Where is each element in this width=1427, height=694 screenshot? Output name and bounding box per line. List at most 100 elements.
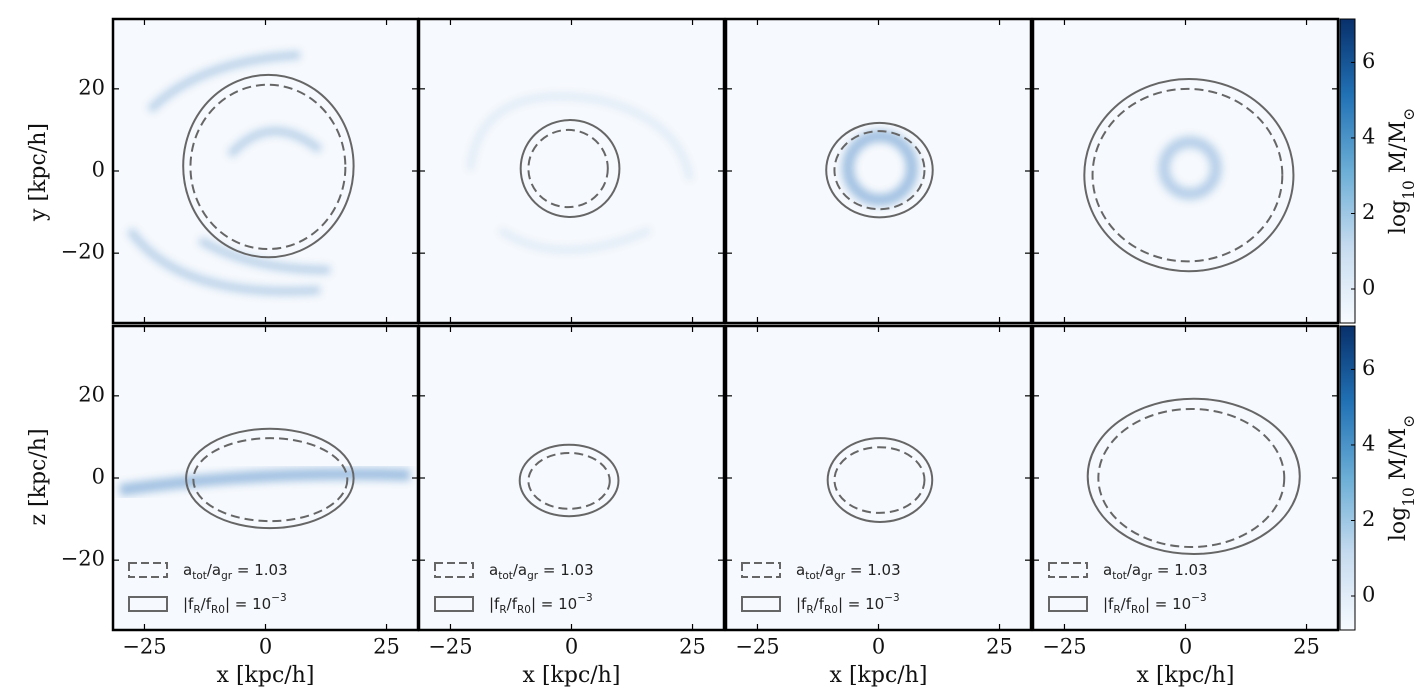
text-part: /f [1121, 595, 1132, 613]
text-part: a [489, 561, 498, 579]
legend-label: atot/agr = 1.03 [183, 561, 288, 583]
text-part: −3 [1191, 592, 1206, 604]
x-tick-label: 25 [679, 635, 706, 659]
text-part: a [1103, 561, 1112, 579]
text-part: | = 10 [838, 595, 884, 613]
text-part: | = 10 [1145, 595, 1191, 613]
legend-swatch [434, 596, 474, 612]
text-part: /a [1127, 561, 1141, 579]
text-part: |f [1103, 595, 1114, 613]
solid-ellipse [826, 437, 934, 523]
text-part: a [796, 561, 805, 579]
text-part: R0 [1131, 604, 1145, 616]
dashed-ellipse [189, 83, 347, 251]
text-part: /a [207, 561, 221, 579]
panel-frame [1031, 17, 1340, 325]
legend-swatch [434, 562, 474, 578]
legend-label: atot/agr = 1.03 [796, 561, 901, 583]
x-tick-label: 25 [1293, 635, 1320, 659]
colorbar [1339, 18, 1356, 324]
text-part: log [1386, 507, 1411, 541]
legend-label: |fR/fR0| = 10−3 [489, 592, 593, 616]
legend-swatch [741, 562, 781, 578]
x-axis-label: x [kpc/h] [1137, 663, 1235, 688]
y-tick-label: 20 [78, 382, 105, 406]
text-part: −3 [271, 592, 286, 604]
panel-frame [417, 324, 726, 632]
x-tick-label: −25 [1042, 635, 1086, 659]
text-part: |f [489, 595, 500, 613]
legend-label: atot/agr = 1.03 [489, 561, 594, 583]
dashed-ellipse [527, 128, 609, 209]
text-part: R0 [211, 604, 225, 616]
dashed-ellipse [527, 451, 611, 510]
text-part: gr [527, 570, 539, 582]
y-tick-label: 20 [78, 75, 105, 99]
text-part: M/M [1386, 121, 1411, 180]
text-part: gr [834, 570, 846, 582]
text-part: | = 10 [225, 595, 271, 613]
text-part: −3 [577, 592, 592, 604]
text-part: R0 [517, 604, 531, 616]
y-axis-label: z [kpc/h] [26, 428, 51, 525]
panel-frame [417, 17, 726, 325]
legend-swatch [128, 562, 168, 578]
text-part: = 1.03 [538, 561, 594, 579]
y-tick-label: −20 [61, 240, 105, 264]
text-part: /f [814, 595, 825, 613]
text-part: R [193, 604, 200, 616]
y-axis-label: y [kpc/h] [26, 123, 51, 222]
text-part: tot [498, 570, 513, 582]
colorbar [1339, 325, 1356, 631]
text-part: tot [805, 570, 820, 582]
text-part: /f [201, 595, 212, 613]
colorbar-tick-label: 6 [1362, 49, 1375, 73]
text-part: |f [183, 595, 194, 613]
colorbar-label: log10 M/M⊙ [1386, 108, 1418, 234]
text-part: | = 10 [531, 595, 577, 613]
colorbar-tick-label: 2 [1362, 507, 1375, 531]
x-tick-label: −25 [735, 635, 779, 659]
x-tick-label: 0 [1179, 635, 1192, 659]
x-tick-label: 25 [986, 635, 1013, 659]
text-part: −3 [884, 592, 899, 604]
text-part: /a [820, 561, 834, 579]
solid-ellipse [1086, 397, 1301, 555]
colorbar-tick-label: 4 [1362, 124, 1375, 148]
colorbar-tick-label: 4 [1362, 431, 1375, 455]
text-part: ⊙ [1400, 415, 1418, 428]
legend-label: |fR/fR0| = 10−3 [796, 592, 900, 616]
colorbar-tick-label: 2 [1362, 200, 1375, 224]
solid-ellipse [825, 121, 934, 219]
panel-frame [1031, 324, 1340, 632]
x-axis-label: x [kpc/h] [830, 663, 928, 688]
text-part: = 1.03 [1152, 561, 1208, 579]
text-part: log [1386, 200, 1411, 234]
y-tick-label: 0 [92, 465, 105, 489]
x-axis-label: x [kpc/h] [217, 663, 315, 688]
legend-label: atot/agr = 1.03 [1103, 561, 1208, 583]
legend-swatch [1048, 596, 1088, 612]
x-tick-label: 25 [373, 635, 400, 659]
legend-swatch [1048, 562, 1088, 578]
x-axis-label: x [kpc/h] [523, 663, 621, 688]
text-part: R [499, 604, 506, 616]
x-tick-label: 0 [565, 635, 578, 659]
text-part: R [1113, 604, 1120, 616]
solid-ellipse [519, 119, 621, 219]
text-part: 10 [1400, 180, 1418, 200]
dashed-ellipse [1091, 87, 1284, 263]
solid-ellipse [182, 73, 355, 259]
text-part: tot [192, 570, 207, 582]
text-part: /a [513, 561, 527, 579]
y-tick-label: −20 [61, 547, 105, 571]
text-part: gr [1141, 570, 1153, 582]
x-tick-label: 0 [872, 635, 885, 659]
colorbar-tick-label: 6 [1362, 356, 1375, 380]
x-tick-label: −25 [428, 635, 472, 659]
colorbar-tick-label: 0 [1362, 276, 1375, 300]
text-part: 10 [1400, 487, 1418, 507]
solid-ellipse [185, 427, 355, 530]
text-part: gr [221, 570, 233, 582]
panel-frame [724, 17, 1033, 325]
